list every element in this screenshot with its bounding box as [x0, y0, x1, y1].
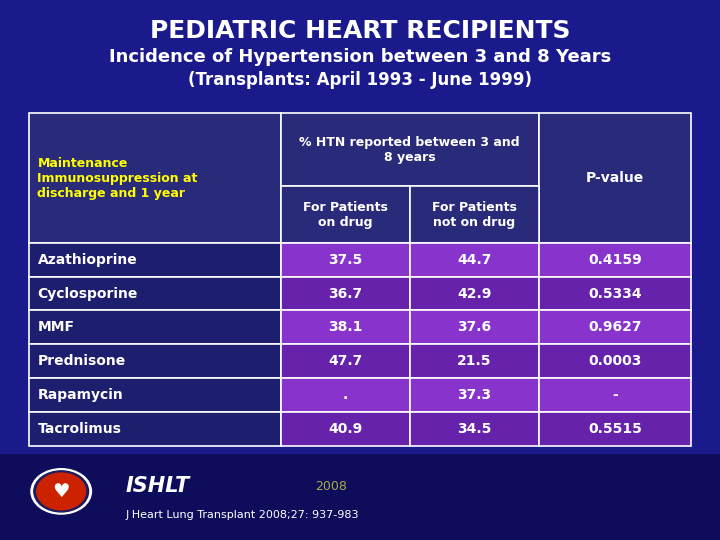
- Text: 0.0003: 0.0003: [588, 354, 642, 368]
- FancyBboxPatch shape: [281, 344, 410, 378]
- Text: 38.1: 38.1: [328, 320, 362, 334]
- FancyBboxPatch shape: [410, 276, 539, 310]
- FancyBboxPatch shape: [410, 344, 539, 378]
- Text: 2008: 2008: [315, 480, 347, 492]
- FancyBboxPatch shape: [29, 344, 281, 378]
- FancyBboxPatch shape: [29, 113, 281, 243]
- FancyBboxPatch shape: [410, 411, 539, 446]
- FancyBboxPatch shape: [539, 113, 691, 243]
- Text: Rapamycin: Rapamycin: [37, 388, 123, 402]
- Text: PEDIATRIC HEART RECIPIENTS: PEDIATRIC HEART RECIPIENTS: [150, 19, 570, 43]
- Circle shape: [31, 469, 91, 514]
- FancyBboxPatch shape: [29, 243, 281, 276]
- Text: 0.5334: 0.5334: [588, 287, 642, 301]
- Text: 37.3: 37.3: [457, 388, 491, 402]
- Text: 0.4159: 0.4159: [588, 253, 642, 267]
- FancyBboxPatch shape: [410, 243, 539, 276]
- Text: MMF: MMF: [37, 320, 74, 334]
- Text: Incidence of Hypertension between 3 and 8 Years: Incidence of Hypertension between 3 and …: [109, 48, 611, 65]
- Text: -: -: [612, 388, 618, 402]
- Text: Tacrolimus: Tacrolimus: [37, 422, 121, 436]
- Text: For Patients
not on drug: For Patients not on drug: [432, 201, 517, 229]
- FancyBboxPatch shape: [539, 243, 691, 276]
- FancyBboxPatch shape: [29, 411, 281, 446]
- FancyBboxPatch shape: [29, 276, 281, 310]
- Text: 0.5515: 0.5515: [588, 422, 642, 436]
- FancyBboxPatch shape: [410, 310, 539, 344]
- FancyBboxPatch shape: [29, 310, 281, 344]
- Text: 47.7: 47.7: [328, 354, 362, 368]
- Text: 37.5: 37.5: [328, 253, 362, 267]
- FancyBboxPatch shape: [281, 378, 410, 411]
- FancyBboxPatch shape: [539, 378, 691, 411]
- Text: .: .: [343, 388, 348, 402]
- Text: P-value: P-value: [586, 171, 644, 185]
- FancyBboxPatch shape: [410, 378, 539, 411]
- FancyBboxPatch shape: [281, 276, 410, 310]
- FancyBboxPatch shape: [539, 310, 691, 344]
- FancyBboxPatch shape: [539, 411, 691, 446]
- Text: 37.6: 37.6: [457, 320, 491, 334]
- Text: For Patients
on drug: For Patients on drug: [302, 201, 387, 229]
- FancyBboxPatch shape: [29, 378, 281, 411]
- FancyBboxPatch shape: [281, 186, 410, 243]
- Text: 42.9: 42.9: [457, 287, 492, 301]
- Text: Prednisone: Prednisone: [37, 354, 126, 368]
- FancyBboxPatch shape: [281, 113, 539, 186]
- Text: Azathioprine: Azathioprine: [37, 253, 138, 267]
- Text: 40.9: 40.9: [328, 422, 362, 436]
- Text: ♥: ♥: [53, 482, 70, 501]
- FancyBboxPatch shape: [281, 243, 410, 276]
- FancyBboxPatch shape: [0, 454, 720, 540]
- Text: (Transplants: April 1993 - June 1999): (Transplants: April 1993 - June 1999): [188, 71, 532, 89]
- FancyBboxPatch shape: [410, 186, 539, 243]
- Text: Cyclosporine: Cyclosporine: [37, 287, 138, 301]
- Text: 44.7: 44.7: [457, 253, 492, 267]
- Text: ISHLT: ISHLT: [126, 476, 190, 496]
- FancyBboxPatch shape: [539, 344, 691, 378]
- Circle shape: [37, 473, 86, 510]
- FancyBboxPatch shape: [539, 276, 691, 310]
- Text: 21.5: 21.5: [457, 354, 492, 368]
- Circle shape: [34, 471, 89, 512]
- FancyBboxPatch shape: [281, 411, 410, 446]
- Text: Maintenance
Immunosuppression at
discharge and 1 year: Maintenance Immunosuppression at dischar…: [37, 157, 198, 200]
- Text: 34.5: 34.5: [457, 422, 492, 436]
- Text: % HTN reported between 3 and
8 years: % HTN reported between 3 and 8 years: [300, 136, 520, 164]
- Text: 0.9627: 0.9627: [588, 320, 642, 334]
- Text: 36.7: 36.7: [328, 287, 362, 301]
- Text: J Heart Lung Transplant 2008;27: 937-983: J Heart Lung Transplant 2008;27: 937-983: [126, 510, 359, 520]
- FancyBboxPatch shape: [281, 310, 410, 344]
